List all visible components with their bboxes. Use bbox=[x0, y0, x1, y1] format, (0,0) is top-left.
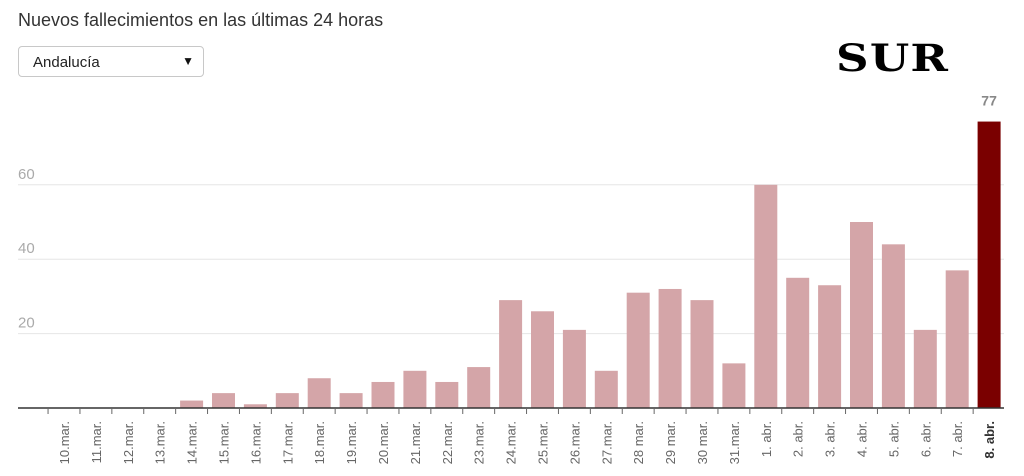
bar bbox=[307, 378, 331, 408]
x-tick-label: 15.mar. bbox=[217, 421, 232, 464]
bar bbox=[722, 363, 746, 408]
x-tick-label: 7. abr. bbox=[950, 421, 965, 457]
x-tick-label: 25.mar. bbox=[536, 421, 551, 464]
y-tick-label: 60 bbox=[18, 166, 35, 183]
bar bbox=[403, 370, 427, 408]
bar bbox=[913, 329, 937, 408]
bar bbox=[690, 300, 714, 408]
chevron-down-icon: ▼ bbox=[182, 54, 194, 68]
x-tick-label: 26.mar. bbox=[567, 421, 582, 464]
x-tick-label: 30 mar. bbox=[695, 421, 710, 464]
x-tick-label: 2. abr. bbox=[791, 421, 806, 457]
bar bbox=[371, 381, 395, 408]
x-tick-label: 28 mar. bbox=[631, 421, 646, 464]
bar bbox=[275, 393, 299, 408]
bar bbox=[594, 370, 618, 408]
x-tick-label: 20.mar. bbox=[376, 421, 391, 464]
x-tick-label: 19.mar. bbox=[344, 421, 359, 464]
chart-title: Nuevos fallecimientos en las últimas 24 … bbox=[18, 10, 384, 30]
bar bbox=[212, 393, 235, 408]
bar bbox=[786, 277, 810, 408]
x-tick-label: 16.mar. bbox=[248, 421, 263, 464]
region-dropdown[interactable]: Andalucía ▼ bbox=[18, 46, 204, 77]
x-tick-label: 6. abr. bbox=[918, 421, 933, 457]
x-tick-label: 23.mar. bbox=[472, 421, 487, 464]
x-tick-label: 29 mar. bbox=[663, 421, 678, 464]
x-tick-label: 3. abr. bbox=[823, 421, 838, 457]
y-tick-label: 40 bbox=[18, 240, 35, 257]
bar bbox=[977, 121, 1001, 408]
x-tick-label: 27.mar. bbox=[599, 421, 614, 464]
y-tick-label: 20 bbox=[18, 315, 35, 332]
x-tick-label: 5. abr. bbox=[886, 421, 901, 457]
x-tick-label: 10.mar. bbox=[57, 421, 72, 464]
bar bbox=[499, 300, 523, 408]
x-tick-label: 11.mar. bbox=[89, 421, 104, 463]
x-tick-label: 18.mar. bbox=[312, 421, 327, 464]
bar bbox=[945, 270, 969, 408]
bar bbox=[850, 222, 873, 408]
x-tick-label: 31.mar. bbox=[727, 421, 742, 464]
region-dropdown-value: Andalucía bbox=[33, 54, 100, 71]
x-tick-label: 22.mar. bbox=[440, 421, 455, 464]
bar bbox=[881, 244, 905, 408]
value-label: 77 bbox=[981, 93, 997, 109]
bar bbox=[562, 329, 586, 408]
bar bbox=[467, 367, 491, 408]
bar bbox=[658, 288, 682, 408]
bar bbox=[818, 285, 842, 408]
x-tick-label: 8. abr. bbox=[982, 421, 997, 459]
bar bbox=[626, 292, 650, 408]
x-tick-label: 4. abr. bbox=[855, 421, 870, 457]
x-tick-label: 14.mar. bbox=[185, 421, 200, 464]
x-tick-label: 24.mar. bbox=[504, 421, 519, 464]
bar bbox=[180, 400, 204, 408]
bar bbox=[754, 184, 778, 408]
bar bbox=[339, 393, 363, 408]
x-tick-label: 13.mar. bbox=[153, 421, 168, 464]
x-tick-label: 12.mar. bbox=[121, 421, 136, 464]
bar bbox=[435, 381, 459, 408]
x-tick-label: 17.mar. bbox=[280, 421, 295, 464]
sur-logo: SUR bbox=[836, 36, 950, 80]
x-tick-label: 21.mar. bbox=[408, 421, 423, 464]
x-tick-label: 1. abr. bbox=[759, 421, 774, 457]
bar bbox=[243, 404, 267, 408]
bar bbox=[531, 311, 554, 408]
